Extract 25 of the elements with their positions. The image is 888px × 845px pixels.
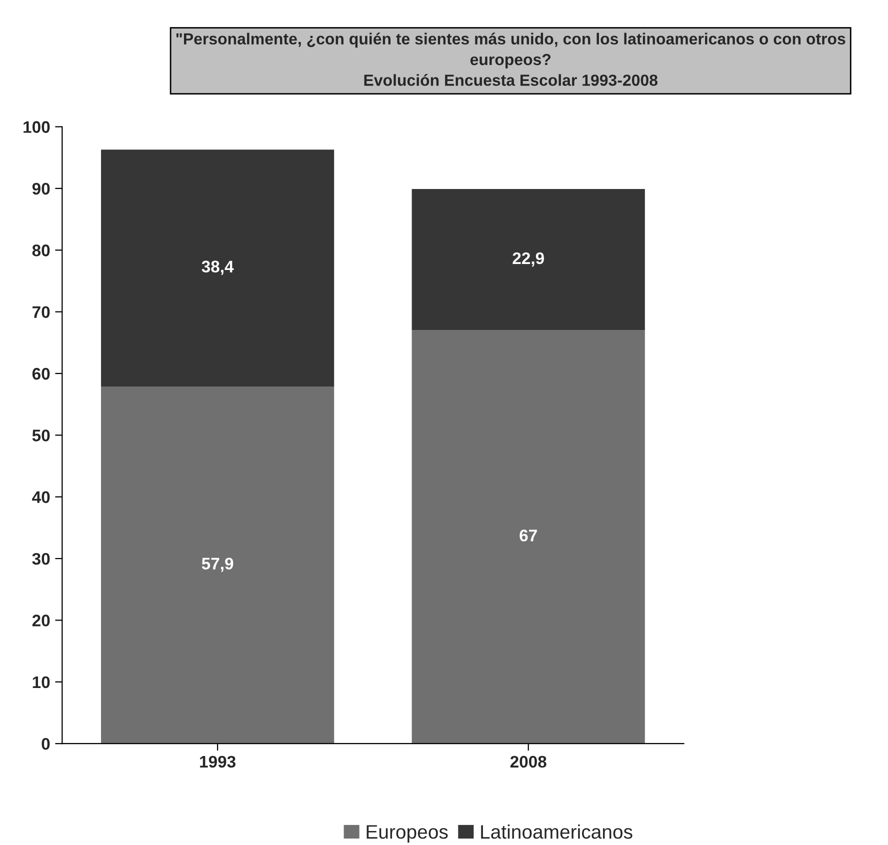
chart-subtitle: Evolución Encuesta Escolar 1993-2008 bbox=[364, 74, 658, 86]
legend-label: Latinoamericanos bbox=[481, 824, 632, 839]
x-tick-label: 2008 bbox=[510, 756, 546, 768]
bar bbox=[101, 150, 334, 386]
y-tick-label: 40 bbox=[32, 491, 50, 504]
legend-label: Europeos bbox=[366, 825, 448, 843]
y-tick-label: 10 bbox=[32, 676, 50, 688]
data-label: 38,4 bbox=[202, 260, 234, 275]
y-tick-label: 100 bbox=[24, 121, 50, 133]
bar bbox=[412, 330, 645, 744]
bar bbox=[412, 189, 645, 330]
y-tick-label: 50 bbox=[32, 430, 50, 442]
bar bbox=[101, 386, 334, 744]
data-label: 57,9 bbox=[202, 558, 234, 572]
y-tick-label: 90 bbox=[32, 182, 50, 195]
y-tick-label: 80 bbox=[32, 244, 50, 256]
data-label: 22,9 bbox=[512, 252, 544, 267]
y-tick-label: 30 bbox=[32, 552, 50, 565]
y-tick-label: 70 bbox=[32, 306, 50, 318]
y-tick-label: 0 bbox=[42, 738, 50, 750]
x-tick-label: 1993 bbox=[200, 756, 236, 768]
chart-title: "Personalmente, ¿con quién te sientes más unido, con los latinoamericanos o con otros europeos? bbox=[176, 32, 846, 68]
y-tick-label: 60 bbox=[32, 368, 50, 380]
y-tick-label: 20 bbox=[32, 614, 50, 626]
data-label: 67 bbox=[520, 530, 537, 542]
